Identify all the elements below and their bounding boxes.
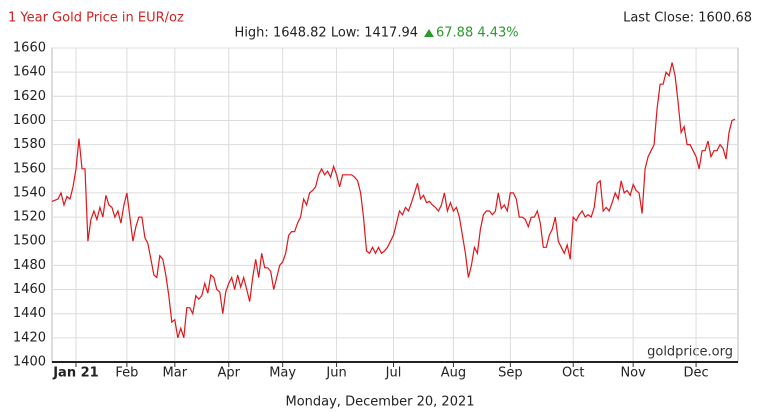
date-footer: Monday, December 20, 2021 bbox=[285, 395, 474, 410]
change: 67.88 4.43% bbox=[436, 26, 519, 41]
y-tick-label: 1560 bbox=[13, 161, 46, 176]
x-tick-label: Mar bbox=[163, 366, 188, 381]
y-tick-label: 1400 bbox=[13, 355, 46, 370]
x-tick-label: Nov bbox=[620, 366, 646, 381]
y-tick-label: 1660 bbox=[13, 41, 46, 56]
y-tick-label: 1580 bbox=[13, 137, 46, 152]
y-tick-label: 1500 bbox=[13, 234, 46, 249]
last-close: Last Close: 1600.68 bbox=[623, 11, 752, 26]
up-arrow bbox=[424, 29, 434, 37]
x-tick-label: Dec bbox=[683, 366, 708, 381]
price-line bbox=[51, 62, 736, 338]
x-tick-label: Apr bbox=[217, 366, 240, 381]
x-tick-label: May bbox=[269, 366, 296, 381]
x-tick-label: Sep bbox=[498, 366, 523, 381]
y-tick-label: 1540 bbox=[13, 185, 46, 200]
y-tick-label: 1640 bbox=[13, 65, 46, 80]
plot-frame bbox=[51, 47, 739, 363]
y-tick-label: 1440 bbox=[13, 306, 46, 321]
y-tick-label: 1420 bbox=[13, 330, 46, 345]
x-tick-label: Aug bbox=[441, 366, 466, 381]
x-tick-label: Feb bbox=[115, 366, 138, 381]
x-tick-label: Jul bbox=[385, 366, 402, 381]
watermark: goldprice.org bbox=[647, 345, 733, 360]
x-tick-label: Oct bbox=[562, 366, 584, 381]
chart-title: 1 Year Gold Price in EUR/oz bbox=[8, 11, 184, 26]
y-tick-label: 1600 bbox=[13, 113, 46, 128]
y-tick-label: 1520 bbox=[13, 210, 46, 225]
stats: High: 1648.82 Low: 1417.94 bbox=[235, 26, 418, 41]
y-tick-label: 1620 bbox=[13, 89, 46, 104]
x-tick-label: Jun bbox=[325, 366, 346, 381]
y-tick-label: 1460 bbox=[13, 282, 46, 297]
y-tick-label: 1480 bbox=[13, 258, 46, 273]
x-tick-label: Jan 21 bbox=[52, 366, 98, 381]
